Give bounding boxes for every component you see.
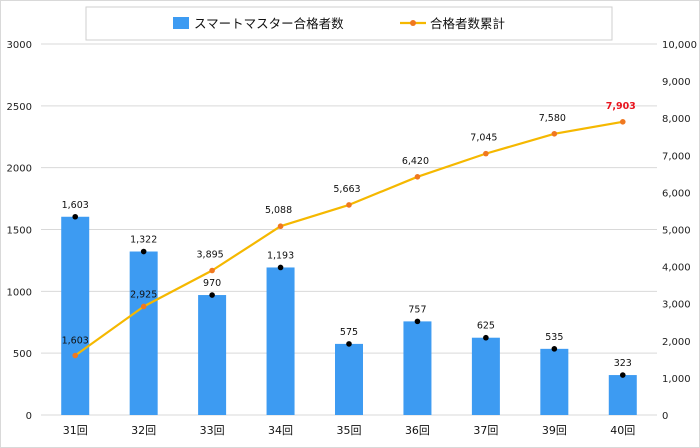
y-right-tick-label: 5,000: [662, 226, 691, 237]
line-data-label: 7,903: [606, 101, 636, 112]
line-data-label: 7,580: [539, 113, 566, 124]
x-tick-label: 37回: [473, 424, 498, 437]
line-data-label: 1,603: [62, 336, 89, 347]
y-left-tick-label: 0: [26, 411, 32, 422]
bar-data-label: 1,193: [267, 250, 294, 261]
x-tick-label: 36回: [405, 424, 430, 437]
bar-value-marker: [209, 292, 215, 298]
line-point: [483, 150, 489, 157]
y-left-tick-label: 3000: [7, 40, 32, 51]
bar: [403, 321, 432, 415]
bar-data-label: 323: [614, 358, 632, 369]
bar: [471, 337, 500, 415]
x-tick-label: 39回: [542, 424, 567, 437]
bar-value-marker: [277, 264, 284, 271]
bar-value-marker: [72, 213, 79, 220]
bar-value-marker: [551, 346, 558, 352]
line-data-label: 5,088: [265, 205, 292, 216]
y-left-tick-label: 1000: [7, 287, 32, 298]
bar: [540, 348, 569, 415]
bar: [61, 216, 90, 415]
legend-line-marker: [410, 20, 416, 26]
bar-data-label: 757: [408, 304, 426, 315]
y-right-tick-label: 0: [662, 411, 668, 422]
line-data-label: 7,045: [470, 133, 497, 144]
bar: [266, 267, 295, 415]
y-right-tick-label: 1,000: [662, 374, 691, 385]
line-data-label: 3,895: [197, 249, 224, 260]
legend-line-label: 合格者数累計: [430, 16, 505, 31]
bar-value-marker: [346, 341, 352, 347]
legend-box: [85, 6, 613, 41]
bar-value-marker: [483, 334, 489, 341]
bar-data-label: 1,322: [130, 235, 157, 246]
y-right-tick-label: 2,000: [662, 337, 691, 348]
y-right-tick-label: 6,000: [662, 188, 691, 199]
y-right-tick-label: 8,000: [662, 114, 691, 125]
y-right-tick-label: 10,000: [662, 40, 697, 51]
y-right-tick-label: 4,000: [662, 263, 691, 274]
bar-data-label: 625: [477, 321, 495, 332]
line-data-label: 2,925: [130, 289, 157, 300]
y-right-tick-label: 3,000: [662, 300, 691, 311]
line-data-label: 5,663: [333, 184, 360, 195]
bar-value-marker: [619, 372, 626, 378]
bar-data-label: 1,603: [62, 200, 89, 211]
bar: [198, 295, 227, 415]
line-point: [72, 352, 79, 359]
bar-value-marker: [140, 248, 147, 255]
line-point: [209, 267, 215, 274]
legend-bar-label: スマートマスター合格者数: [194, 16, 344, 31]
y-left-tick-label: 500: [13, 349, 32, 360]
y-left-tick-label: 2500: [7, 102, 32, 113]
x-tick-label: 32回: [131, 424, 156, 437]
bar-data-label: 575: [340, 327, 358, 338]
line-point: [277, 223, 284, 230]
x-tick-label: 34回: [268, 424, 293, 437]
bar: [335, 343, 363, 415]
bar: [129, 251, 158, 415]
bar-value-marker: [414, 318, 421, 325]
y-left-tick-label: 1500: [7, 226, 32, 237]
x-tick-label: 35回: [337, 424, 362, 437]
line-point: [551, 130, 558, 137]
bar: [608, 375, 637, 415]
line-point: [414, 174, 421, 180]
y-left-tick-label: 2000: [7, 164, 32, 175]
x-tick-label: 40回: [610, 424, 635, 437]
y-right-tick-label: 7,000: [662, 151, 691, 162]
line-point: [619, 118, 626, 125]
line-point: [346, 202, 352, 208]
line-data-label: 6,420: [402, 156, 429, 167]
x-tick-label: 31回: [63, 424, 88, 437]
legend-bar-swatch: [173, 17, 189, 29]
bar-data-label: 535: [545, 332, 563, 343]
bar-data-label: 970: [203, 278, 221, 289]
x-tick-label: 33回: [200, 424, 225, 437]
line-point: [140, 303, 147, 310]
y-right-tick-label: 9,000: [662, 77, 691, 88]
